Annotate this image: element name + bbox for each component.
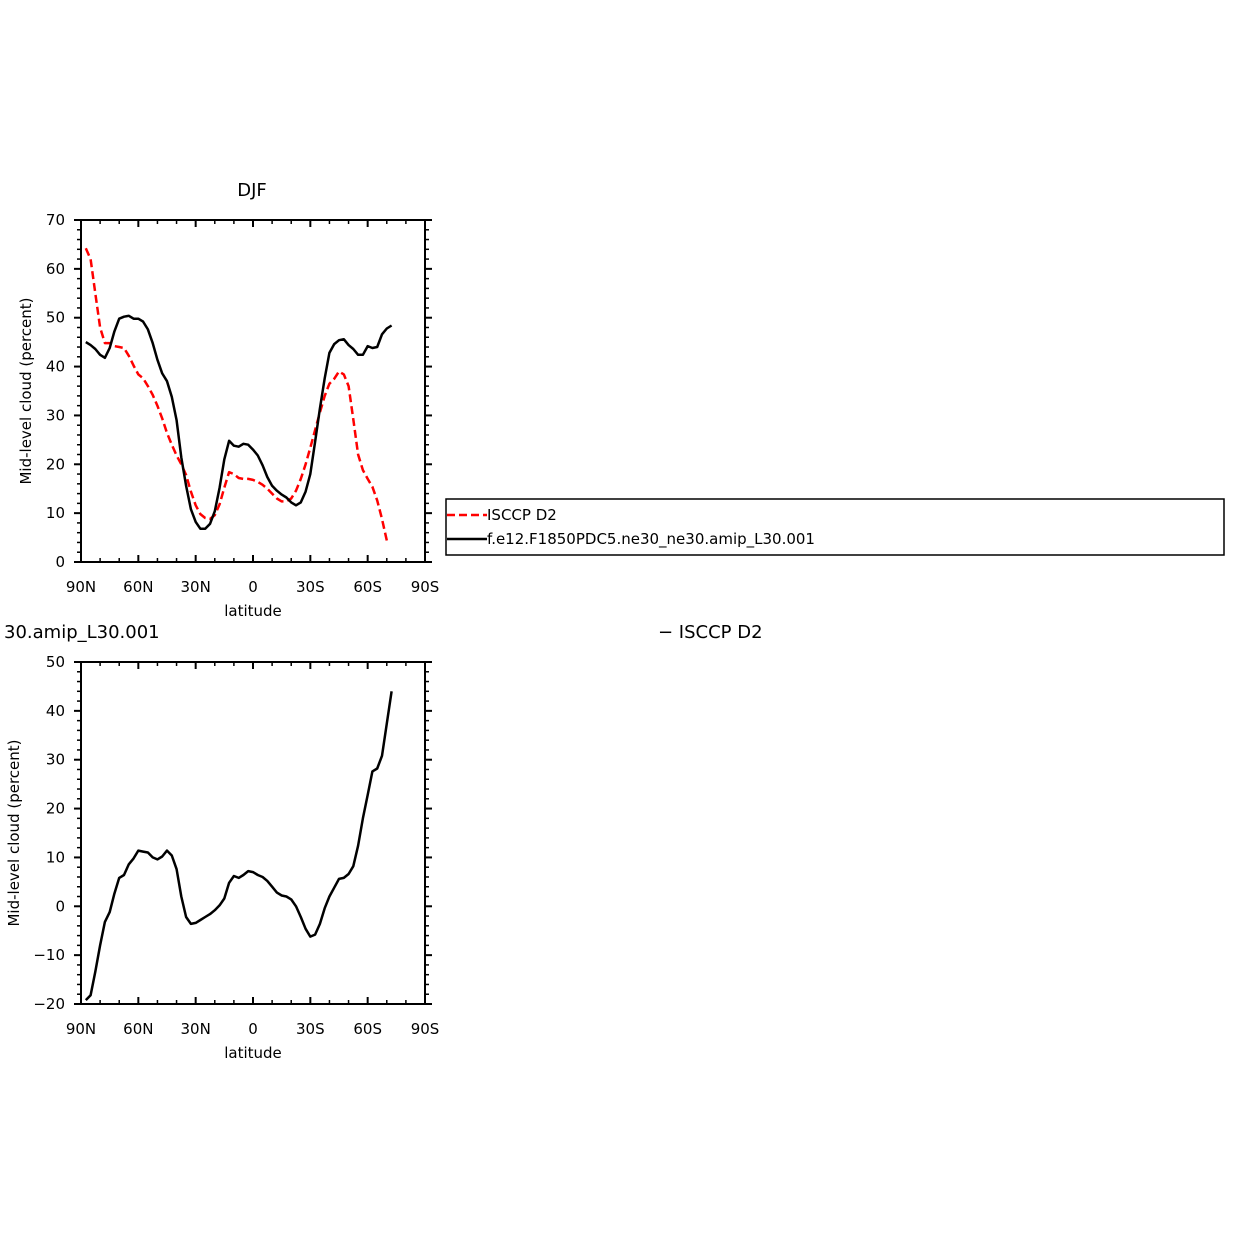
series-line-first: [84, 691, 393, 1001]
panel-title-right: − ISCCP D2: [658, 622, 763, 643]
y-tick-label: 40: [46, 702, 65, 720]
y-tick-labels: −20 −10 0 10 20 30 40 50: [33, 653, 65, 1013]
y-tick-label: 50: [46, 653, 65, 671]
legend-label-isccp: ISCCP D2: [487, 506, 557, 524]
plot-frame: [80, 219, 426, 563]
y-axis-title: Mid-level cloud (percent): [5, 739, 23, 926]
y-tick-label: 30: [46, 751, 65, 769]
y-tick-label: −10: [33, 946, 65, 964]
panel-title: DJF: [237, 180, 267, 201]
legend: ISCCP D2 f.e12.F1850PDC5.ne30_ne30.amip_…: [445, 498, 1225, 556]
panel-title-left: 30.amip_L30.001: [4, 622, 160, 643]
legend-box: [445, 498, 1225, 556]
x-tick-label: 30N: [181, 1020, 211, 1038]
y-tick-labels: 0 10 20 30 40 50 60 70: [46, 211, 65, 571]
y-tick-label: 0: [55, 553, 65, 571]
y-tick-label: 10: [46, 504, 65, 522]
x-tick-label: 0: [248, 1020, 258, 1038]
y-tick-label: 20: [46, 800, 65, 818]
x-tick-label: 0: [248, 578, 258, 596]
x-tick-label: 60N: [123, 1020, 153, 1038]
series-line-first: [84, 247, 389, 541]
x-axis-title: latitude: [224, 602, 282, 620]
x-tick-label: 90N: [66, 1020, 96, 1038]
x-tick-label: 90N: [66, 578, 96, 596]
x-tick-labels: 90N 60N 30N 0 30S 60S 90S: [66, 1020, 439, 1038]
y-tick-label: 20: [46, 455, 65, 473]
x-tick-label: 30N: [181, 578, 211, 596]
series-lines: [84, 247, 393, 541]
series-line-second: [85, 314, 393, 531]
y-tick-label: 60: [46, 260, 65, 278]
x-axis-title: latitude: [224, 1044, 282, 1062]
y-tick-label: 30: [46, 406, 65, 424]
y-tick-label: −20: [33, 995, 65, 1013]
x-tick-label: 30S: [296, 578, 325, 596]
x-tick-label: 60N: [123, 578, 153, 596]
y-tick-label: 10: [46, 848, 65, 866]
x-tick-label: 90S: [411, 578, 440, 596]
y-tick-label: 70: [46, 211, 65, 229]
plot-frame: [80, 661, 426, 1005]
x-tick-label: 90S: [411, 1020, 440, 1038]
axis-ticks: [74, 661, 432, 1005]
x-tick-label: 60S: [353, 1020, 382, 1038]
x-tick-label: 60S: [353, 578, 382, 596]
x-tick-label: 30S: [296, 1020, 325, 1038]
x-tick-labels: 90N 60N 30N 0 30S 60S 90S: [66, 578, 439, 596]
y-tick-label: 40: [46, 358, 65, 376]
axis-ticks: [74, 219, 432, 563]
series-lines: [84, 691, 393, 1001]
y-tick-label: 50: [46, 309, 65, 327]
y-tick-label: 0: [55, 897, 65, 915]
legend-label-model: f.e12.F1850PDC5.ne30_ne30.amip_L30.001: [487, 530, 815, 549]
panel-difference: 30.amip_L30.001 − ISCCP D2 −20 −10 0 10 20 30…: [4, 622, 763, 1062]
y-axis-title: Mid-level cloud (percent): [17, 297, 35, 484]
